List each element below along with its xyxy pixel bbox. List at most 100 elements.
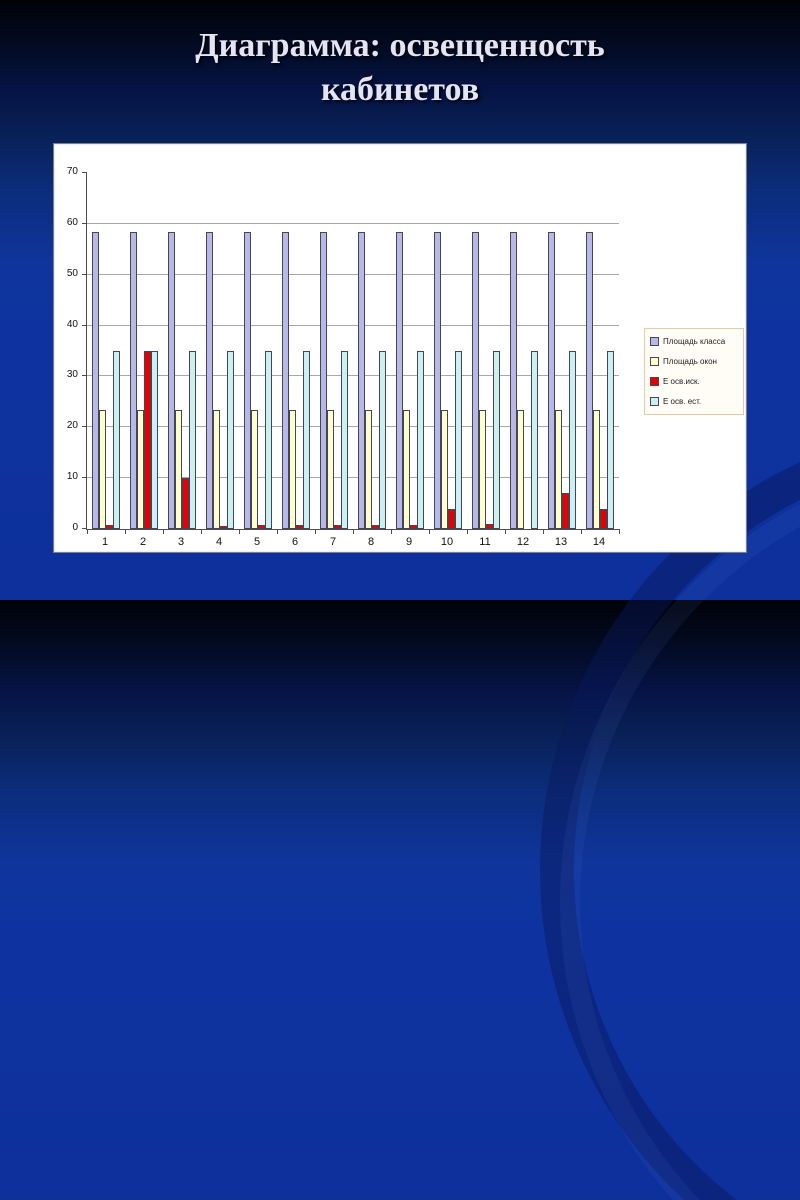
bar-Площадь окон-10 — [441, 409, 448, 529]
bar-Е осв. ест.-13 — [569, 351, 576, 529]
x-tick-mark — [619, 529, 620, 534]
bar-Площадь класса-7 — [320, 231, 327, 529]
bar-Площадь класса-14 — [586, 231, 593, 529]
chart-panel: 0 10 20 30 40 50 60 70 1 2 3 4 5 6 7 8 9 10 11 12 13 14 Площ… — [53, 143, 747, 553]
bar-Е осв.иск.-3 — [182, 478, 189, 529]
x-tick-mark — [505, 529, 506, 534]
bar-Е осв.иск.-6 — [296, 524, 303, 529]
x-tick-label: 10 — [440, 536, 454, 548]
x-tick-label: 3 — [177, 536, 185, 548]
bar-Площадь окон-14 — [593, 409, 600, 529]
bar-Площадь класса-13 — [548, 231, 555, 529]
x-tick-label: 4 — [215, 536, 223, 548]
y-tick-label: 10 — [66, 471, 78, 483]
legend-item: Е осв. ест. — [650, 397, 738, 406]
x-tick-mark — [125, 529, 126, 534]
slide-title: Диаграмма: освещенность кабинетов — [0, 24, 800, 112]
bar-Площадь класса-10 — [434, 231, 441, 529]
bar-Е осв. ест.-9 — [417, 351, 424, 529]
plot-area — [82, 172, 620, 534]
bar-Площадь окон-2 — [137, 409, 144, 529]
x-tick-mark — [353, 529, 354, 534]
gridline — [87, 375, 619, 377]
bar-Е осв.иск.-1 — [106, 525, 113, 529]
y-tick-mark — [82, 375, 87, 377]
x-tick-label: 9 — [405, 536, 413, 548]
gridline — [87, 324, 619, 326]
bar-Площадь класса-6 — [282, 231, 289, 529]
bar-Площадь окон-8 — [365, 409, 372, 529]
y-axis: 0 10 20 30 40 50 60 70 — [54, 167, 86, 533]
y-tick-mark — [82, 324, 87, 326]
bar-Е осв.иск.-14 — [600, 508, 607, 529]
y-tick-mark — [82, 426, 87, 428]
gridline — [87, 222, 619, 224]
bar-Е осв.иск.-7 — [334, 524, 341, 529]
bar-Е осв. ест.-14 — [607, 351, 614, 529]
gridline — [87, 477, 619, 479]
x-tick-mark — [581, 529, 582, 534]
bar-Площадь класса-4 — [206, 231, 213, 529]
legend-label: Площадь класса — [663, 337, 726, 346]
bar-Е осв.иск.-10 — [448, 508, 455, 529]
x-tick-mark — [201, 529, 202, 534]
bar-Площадь окон-12 — [517, 409, 524, 529]
x-tick-mark — [315, 529, 316, 534]
bar-Е осв.иск.-9 — [410, 524, 417, 529]
bar-Площадь класса-2 — [130, 231, 137, 529]
bar-Площадь класса-3 — [168, 231, 175, 529]
bar-Е осв. ест.-6 — [303, 351, 310, 529]
bar-Е осв. ест.-8 — [379, 351, 386, 529]
bar-Площадь класса-12 — [510, 231, 517, 529]
bar-Е осв. ест.-1 — [113, 351, 120, 529]
bar-Площадь окон-9 — [403, 409, 410, 529]
y-tick-mark — [82, 528, 87, 529]
y-tick-mark — [82, 222, 87, 224]
bar-Площадь окон-3 — [175, 409, 182, 529]
y-tick-label: 60 — [66, 216, 78, 228]
bar-Е осв.иск.-4 — [220, 525, 227, 529]
x-tick-mark — [467, 529, 468, 534]
legend-item: Площадь окон — [650, 357, 738, 366]
bar-Площадь класса-8 — [358, 231, 365, 529]
bar-Е осв. ест.-3 — [189, 351, 196, 529]
legend-label: Площадь окон — [663, 357, 717, 366]
y-tick-mark — [82, 172, 87, 173]
x-tick-mark — [87, 529, 88, 534]
x-tick-label: 2 — [139, 536, 147, 548]
bar-Площадь окон-6 — [289, 409, 296, 529]
bar-Площадь класса-1 — [92, 231, 99, 529]
bar-Е осв. ест.-11 — [493, 351, 500, 529]
bar-Площадь окон-5 — [251, 409, 258, 529]
legend-swatch-icon — [650, 337, 659, 346]
bar-Площадь окон-4 — [213, 409, 220, 529]
legend-swatch-icon — [650, 377, 659, 386]
x-tick-label: 11 — [479, 536, 491, 548]
bar-Площадь окон-13 — [555, 409, 562, 529]
x-tick-label: 1 — [101, 536, 109, 548]
x-tick-label: 8 — [367, 536, 375, 548]
bar-Площадь класса-11 — [472, 231, 479, 529]
bar-Е осв. ест.-7 — [341, 351, 348, 529]
bar-Е осв. ест.-12 — [531, 351, 538, 529]
bar-Площадь класса-5 — [244, 231, 251, 529]
x-tick-label: 14 — [592, 536, 606, 548]
legend-label: Е осв. ест. — [663, 397, 702, 406]
y-tick-mark — [82, 477, 87, 479]
background-swoosh-light — [560, 452, 800, 1200]
x-tick-label: 6 — [291, 536, 299, 548]
gridline — [87, 426, 619, 428]
x-tick-mark — [163, 529, 164, 534]
gridline — [87, 273, 619, 275]
y-tick-label: 30 — [66, 369, 78, 381]
y-tick-label: 40 — [66, 318, 78, 330]
bar-Площадь окон-1 — [99, 409, 106, 529]
bar-Площадь окон-11 — [479, 409, 486, 529]
legend: Площадь класса Площадь окон Е осв.иск. Е ос… — [644, 328, 744, 415]
x-tick-mark — [543, 529, 544, 534]
legend-item: Площадь класса — [650, 337, 738, 346]
x-tick-mark — [277, 529, 278, 534]
x-tick-label: 12 — [516, 536, 530, 548]
legend-item: Е осв.иск. — [650, 377, 738, 386]
y-tick-label: 50 — [66, 267, 78, 279]
